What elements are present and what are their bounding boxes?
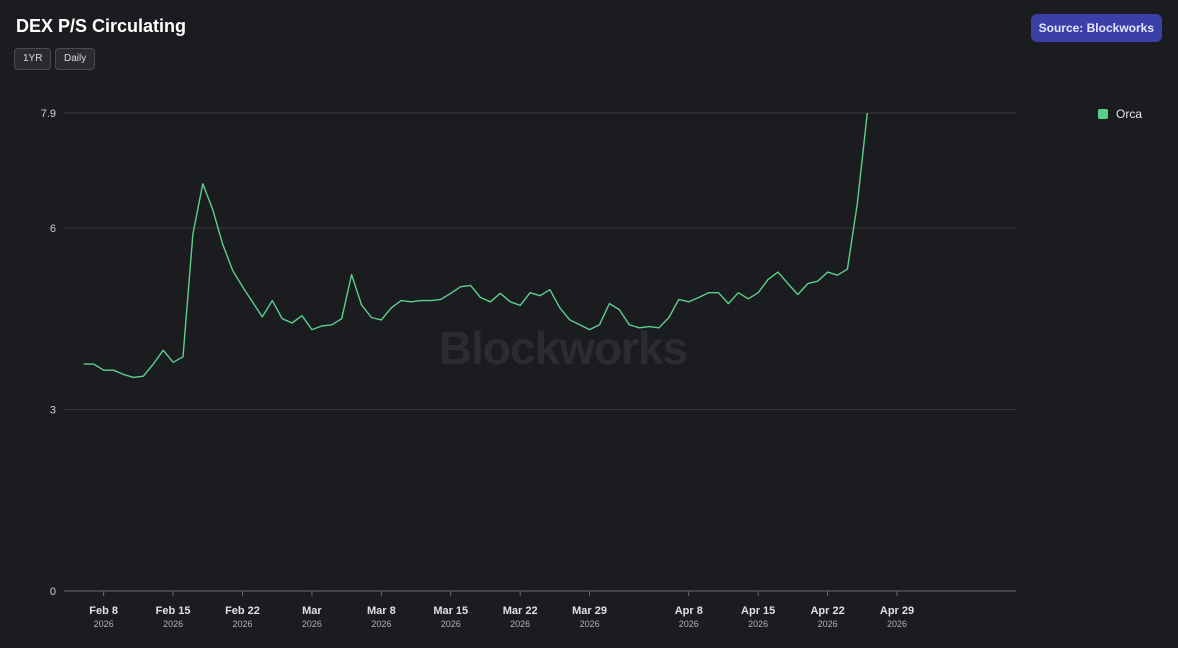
series-line-orca [83, 112, 868, 379]
x-tick-year: 2026 [748, 619, 768, 629]
x-tick-year: 2026 [510, 619, 530, 629]
x-tick-year: 2026 [441, 619, 461, 629]
x-tick-year: 2026 [232, 619, 252, 629]
y-tick-label: 7.9 [41, 108, 56, 120]
legend-label: Orca [1116, 107, 1143, 121]
x-axis: Feb 8 2026 Feb 15 2026 Feb 22 2026 Mar 2026 Mar … [89, 591, 914, 629]
chart-title: DEX P/S Circulating [16, 16, 187, 36]
x-tick-label: Feb 15 [156, 605, 191, 617]
series-layer [83, 112, 868, 379]
x-tick-year: 2026 [163, 619, 183, 629]
x-tick-year: 2026 [580, 619, 600, 629]
x-tick-label: Apr 29 [880, 605, 914, 617]
legend-swatch [1098, 109, 1108, 119]
x-tick-label: Feb 22 [225, 605, 260, 617]
x-tick-label: Mar [302, 605, 322, 617]
y-axis: 0 3 6 7.9 [41, 108, 56, 598]
x-tick-label: Mar 22 [503, 605, 538, 617]
x-tick-label: Apr 22 [810, 605, 844, 617]
x-tick-year: 2026 [679, 619, 699, 629]
range-1yr-button[interactable]: 1YR [14, 48, 52, 70]
x-tick-year: 2026 [371, 619, 391, 629]
x-tick-label: Apr 8 [675, 605, 703, 617]
y-tick-label: 6 [50, 223, 56, 235]
x-tick-year: 2026 [887, 619, 907, 629]
gridlines [64, 112, 1016, 592]
legend-item-orca[interactable]: Orca [1098, 107, 1142, 121]
x-tick-label: Feb 8 [89, 605, 118, 617]
x-tick-label: Apr 15 [741, 605, 775, 617]
x-tick-year: 2026 [302, 619, 322, 629]
interval-daily-button[interactable]: Daily [55, 48, 96, 70]
y-tick-label: 0 [50, 586, 56, 598]
x-tick-label: Mar 15 [433, 605, 468, 617]
watermark: Blockworks [439, 322, 687, 374]
y-tick-label: 3 [50, 404, 56, 416]
x-tick-year: 2026 [818, 619, 838, 629]
x-tick-label: Mar 8 [367, 605, 396, 617]
x-tick-label: Mar 29 [572, 605, 607, 617]
x-tick-year: 2026 [94, 619, 114, 629]
source-button[interactable]: Source: Blockworks [1030, 14, 1162, 42]
